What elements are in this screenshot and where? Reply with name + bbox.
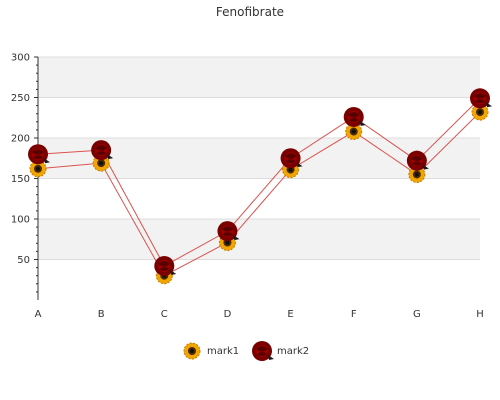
- legend-rose-icon: [252, 341, 274, 361]
- y-tick-label: 300: [11, 53, 30, 64]
- series-line-mark2: [37, 97, 481, 267]
- x-tick-label: E: [287, 309, 293, 320]
- x-axis-ticks: A B C D E F G H: [35, 309, 484, 320]
- legend-item-mark2: mark2: [252, 341, 309, 361]
- series-lines: [37, 97, 481, 277]
- rose-marker-F: [343, 106, 366, 127]
- x-tick-label: F: [351, 309, 357, 320]
- y-tick-label: 250: [11, 93, 30, 104]
- plot-bands: [38, 57, 480, 260]
- legend-item-mark1: mark1: [183, 342, 239, 360]
- legend-sunflower-icon: [183, 342, 201, 360]
- x-tick-label: D: [224, 309, 232, 320]
- legend-label-mark2: mark2: [277, 346, 309, 357]
- y-tick-label: 100: [11, 215, 30, 226]
- gridlines: [38, 56, 480, 260]
- x-tick-label: A: [35, 309, 42, 320]
- chart-title: Fenofibrate: [216, 5, 284, 19]
- series-line-mark1: [37, 111, 481, 277]
- plot-band: [38, 219, 480, 260]
- plot-band: [38, 57, 480, 98]
- rose-marker-H: [470, 88, 492, 109]
- x-tick-label: C: [161, 309, 168, 320]
- y-tick-label: 200: [11, 134, 30, 145]
- x-tick-label: B: [98, 309, 105, 320]
- y-tick-label: 50: [17, 255, 30, 266]
- y-tick-label: 150: [11, 174, 30, 185]
- x-tick-label: H: [476, 309, 484, 320]
- x-tick-label: G: [413, 309, 421, 320]
- legend: mark1 mark2: [183, 341, 309, 361]
- legend-label-mark1: mark1: [207, 346, 239, 357]
